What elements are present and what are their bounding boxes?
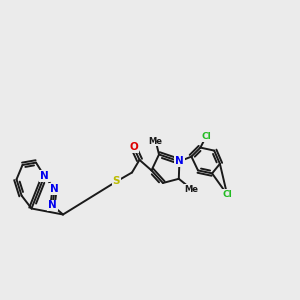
Text: Me: Me [184,184,198,194]
Text: N: N [48,200,57,211]
Text: Me: Me [149,136,163,146]
Text: N: N [40,171,49,181]
Text: S: S [113,176,120,187]
Text: O: O [129,142,138,152]
Text: Cl: Cl [201,132,211,141]
Text: Cl: Cl [222,190,232,199]
Text: N: N [175,156,184,167]
Text: N: N [50,184,59,194]
